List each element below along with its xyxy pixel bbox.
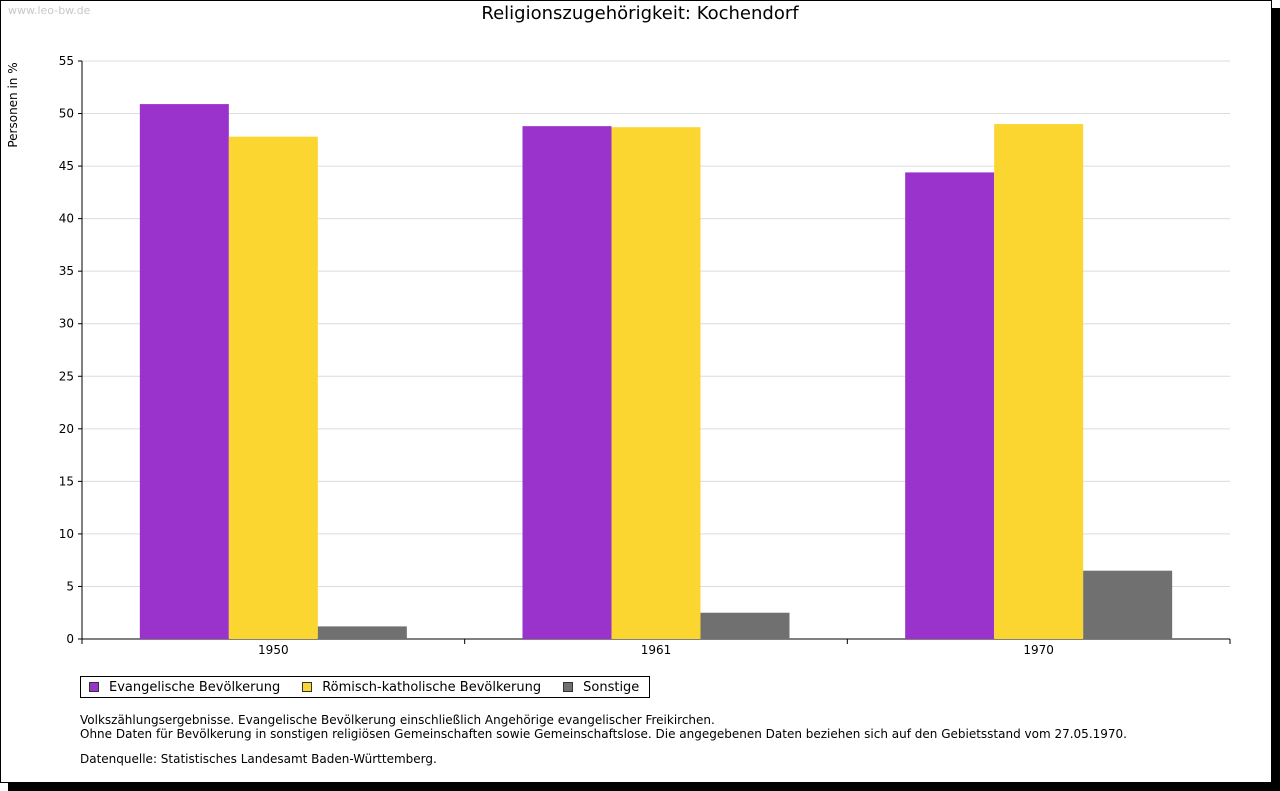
note-line-2: Ohne Daten für Bevölkerung in sonstigen … (80, 727, 1127, 741)
y-tick-label-25: 25 (59, 369, 74, 383)
x-tick-label-1970: 1970 (1023, 643, 1054, 657)
bar-1950-r-misch-katholische-bev-lkerung (228, 136, 318, 639)
y-tick-label-40: 40 (59, 212, 74, 226)
y-tick-label-45: 45 (59, 159, 74, 173)
x-tick-label-1961: 1961 (641, 643, 672, 657)
chart-notes: Volkszählungsergebnisse. Evangelische Be… (80, 713, 1127, 741)
watermark: www.leo-bw.de (8, 4, 91, 17)
legend-swatch-katholisch (302, 682, 313, 692)
bar-1970-r-misch-katholische-bev-lkerung (994, 124, 1084, 639)
legend-label-sonstige: Sonstige (583, 679, 640, 695)
bar-1970-sonstige (1083, 570, 1173, 639)
y-tick-label-20: 20 (59, 422, 74, 436)
y-tick-label-10: 10 (59, 527, 74, 541)
bar-1950-sonstige (317, 626, 407, 639)
note-line-1: Volkszählungsergebnisse. Evangelische Be… (80, 713, 715, 727)
y-tick-label-55: 55 (59, 54, 74, 68)
bar-1961-r-misch-katholische-bev-lkerung (611, 127, 701, 639)
y-tick-label-15: 15 (59, 474, 74, 488)
y-tick-label-50: 50 (59, 107, 74, 121)
frame-shadow-bottom (8, 783, 1280, 791)
legend-label-evangelisch: Evangelische Bevölkerung (109, 679, 281, 695)
legend-item-katholisch: Römisch-katholische Bevölkerung (302, 680, 541, 695)
frame-shadow-right (1272, 8, 1280, 791)
bar-1950-evangelische-bev-lkerung (139, 104, 229, 639)
legend-swatch-sonstige (563, 682, 574, 692)
legend-swatch-evangelisch (89, 682, 99, 692)
bar-1961-evangelische-bev-lkerung (522, 126, 612, 639)
y-tick-label-35: 35 (59, 264, 74, 278)
bar-1970-evangelische-bev-lkerung (905, 172, 995, 639)
data-source: Datenquelle: Statistisches Landesamt Bad… (80, 752, 437, 766)
bar-1961-sonstige (700, 612, 790, 639)
y-tick-label-30: 30 (59, 317, 74, 331)
bar-chart: 0 5 10 15 20 25 30 35 40 45 50 55 1950 1961 1970 (59, 54, 1231, 657)
y-tick-label-0: 0 (66, 632, 74, 646)
legend: Evangelische Bevölkerung Römisch-katholi… (80, 676, 651, 698)
legend-item-sonstige: Sonstige (563, 680, 639, 695)
chart-title: Religionszugehörigkeit: Kochendorf (481, 3, 799, 24)
legend-item-evangelisch: Evangelische Bevölkerung (89, 680, 280, 695)
x-tick-label-1950: 1950 (258, 643, 289, 657)
legend-label-katholisch: Römisch-katholische Bevölkerung (322, 679, 542, 695)
y-tick-label-5: 5 (66, 579, 74, 593)
